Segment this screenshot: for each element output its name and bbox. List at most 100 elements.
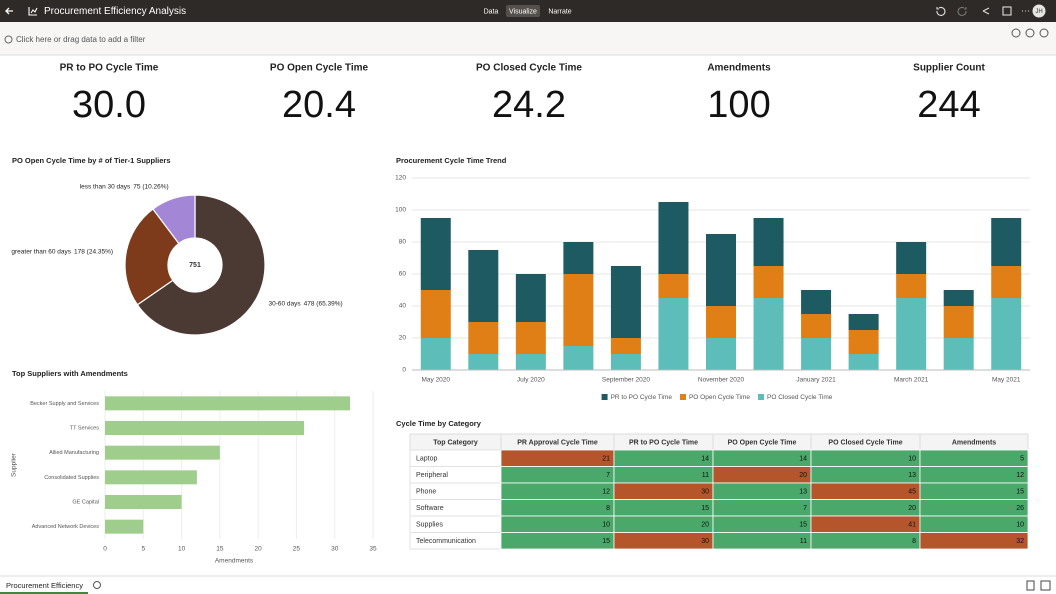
- x-tick-label: 25: [293, 546, 301, 553]
- slice-category: 30-60 days: [268, 300, 301, 307]
- kpi-label: PO Open Cycle Time: [270, 63, 369, 74]
- filter-option-icon[interactable]: [1039, 28, 1049, 38]
- layout-button[interactable]: [1026, 580, 1035, 591]
- filter-option-icon[interactable]: [1025, 28, 1035, 38]
- table-cell: [500, 466, 615, 484]
- row-label: Telecommunication: [416, 538, 476, 545]
- bar-segment: [991, 298, 1022, 370]
- slice-category: greater than 60 days: [11, 248, 71, 255]
- y-tick-label: Consolidated Supplies: [44, 475, 99, 481]
- y-tick-label: 40: [399, 303, 407, 310]
- bar-segment: [753, 218, 784, 266]
- table-title: Cycle Time by Category: [396, 419, 482, 428]
- table-cell: [810, 449, 921, 467]
- bar-segment: [991, 266, 1022, 298]
- x-tick-label: 10: [178, 546, 186, 553]
- bar: [105, 396, 351, 411]
- bar: [105, 445, 220, 460]
- redo-button[interactable]: [957, 6, 967, 17]
- undo-button[interactable]: [936, 6, 946, 17]
- table-cell: [500, 515, 615, 533]
- y-tick-label: Advanced Network Devices: [32, 524, 100, 530]
- filter-placeholder: Click here or drag data to add a filter: [16, 35, 146, 44]
- add-canvas-button[interactable]: [93, 581, 101, 589]
- bar-segment: [468, 250, 499, 322]
- slice-value: 178 (24.35%): [74, 248, 113, 255]
- filter-bar[interactable]: [0, 22, 1056, 55]
- table-cell: [810, 482, 921, 500]
- kpi-label: Amendments: [707, 63, 771, 74]
- table-cell: [613, 466, 714, 484]
- bar-segment: [848, 330, 879, 354]
- table-cell: [810, 466, 921, 484]
- x-tick-label: July 2020: [517, 377, 545, 384]
- column-header: PO Closed Cycle Time: [828, 439, 902, 446]
- cell-value: 11: [702, 472, 709, 479]
- bar-segment: [658, 202, 689, 274]
- donut-slice: [152, 194, 196, 245]
- table-cell: [613, 532, 714, 550]
- cell-value: 8: [912, 538, 916, 545]
- y-tick-label: 20: [399, 335, 407, 342]
- cell-value: 7: [606, 472, 610, 479]
- kpi-value: 100: [707, 84, 770, 126]
- bar-segment: [753, 266, 784, 298]
- cell-value: 12: [1016, 472, 1024, 479]
- y-tick-label: Becker Supply and Services: [30, 401, 99, 407]
- bar-segment: [563, 274, 594, 346]
- canvas-tab[interactable]: Procurement Efficiency: [6, 581, 83, 590]
- cell-value: 7: [803, 505, 807, 512]
- y-tick-label: TT Services: [70, 425, 99, 431]
- row-label: Software: [416, 505, 444, 512]
- cell-value: 5: [1020, 456, 1024, 463]
- kpi-label: Supplier Count: [913, 63, 985, 74]
- table-cell: [919, 532, 1029, 550]
- donut-slice: [124, 208, 180, 306]
- slice-label: greater than 60 days 178 (24.35%): [11, 248, 113, 255]
- cell-value: 13: [799, 489, 807, 496]
- table-cell: [613, 482, 714, 500]
- bar-segment: [801, 338, 832, 370]
- table-cell: [613, 449, 714, 467]
- bar-segment: [563, 346, 594, 370]
- mode-tab[interactable]: Visualize: [509, 8, 537, 15]
- x-tick-label: March 2021: [894, 377, 929, 384]
- bar: [105, 519, 144, 534]
- bar-segment: [468, 322, 499, 354]
- table-cell: [919, 515, 1029, 533]
- table-cell: [712, 499, 812, 517]
- y-axis-title: Supplier: [11, 452, 18, 477]
- bar-segment: [943, 290, 974, 306]
- table-cell: [919, 466, 1029, 484]
- mode-tab[interactable]: Narrate: [548, 8, 571, 15]
- back-button[interactable]: [5, 7, 13, 15]
- bar-segment: [706, 234, 736, 306]
- legend-label: PR to PO Cycle Time: [611, 394, 673, 401]
- cell-value: 12: [602, 489, 610, 496]
- bar-segment: [468, 354, 499, 370]
- bar-segment: [943, 338, 974, 370]
- bar: [105, 421, 305, 435]
- app-icon: [28, 7, 38, 16]
- save-button[interactable]: [1002, 6, 1012, 16]
- table-cell: [613, 515, 714, 533]
- cell-value: 30: [701, 489, 709, 496]
- user-avatar[interactable]: [1032, 4, 1046, 18]
- cell-value: 41: [908, 522, 916, 529]
- bar-segment: [420, 338, 451, 370]
- bar-segment: [515, 274, 546, 322]
- bar-segment: [706, 338, 736, 370]
- bar-segment: [896, 298, 927, 370]
- table-cell: [919, 482, 1029, 500]
- y-tick-label: Allied Manufacturing: [49, 450, 99, 456]
- add-filter-icon[interactable]: [4, 35, 13, 44]
- cell-value: 21: [602, 456, 610, 463]
- layout-button[interactable]: [1040, 580, 1051, 591]
- mode-tab[interactable]: Data: [484, 8, 499, 15]
- active-tab-bg: [506, 5, 540, 17]
- column-header: PR to PO Cycle Time: [629, 439, 698, 446]
- filter-option-icon[interactable]: [1011, 28, 1021, 38]
- share-button[interactable]: [982, 7, 990, 15]
- x-tick-label: 20: [255, 546, 263, 553]
